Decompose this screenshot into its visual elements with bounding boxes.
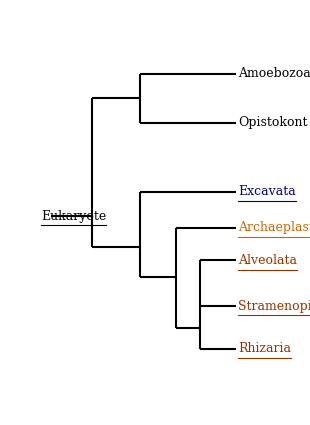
Text: Excavata: Excavata [238, 185, 296, 198]
Text: Rhizaria: Rhizaria [238, 342, 291, 355]
Text: Alveolata: Alveolata [238, 254, 297, 267]
Text: Opistokont: Opistokont [238, 116, 308, 130]
Text: Eukaryote: Eukaryote [41, 210, 106, 223]
Text: Amoebozoa: Amoebozoa [238, 68, 310, 80]
Text: Stramenopila: Stramenopila [238, 300, 310, 313]
Text: Archaeplastida: Archaeplastida [238, 221, 310, 234]
